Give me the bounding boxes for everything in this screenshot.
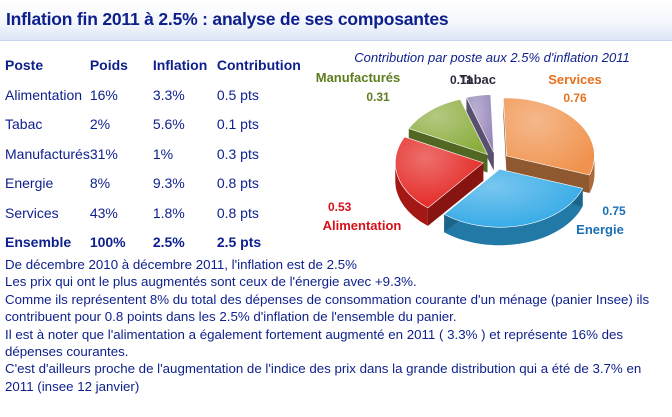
- cell-poids: 43%: [89, 204, 118, 221]
- slice-label-energie: Energie: [576, 222, 624, 237]
- commentary-line: Comme ils représentent 8% du total des d…: [5, 291, 650, 325]
- cell-contribution: 0.8 pts: [216, 175, 259, 192]
- cell-contribution: 0.3 pts: [216, 145, 259, 162]
- cell-contribution: 0.8 pts: [216, 204, 259, 221]
- contribution-pie-chart: Contribution par poste aux 2.5% d'inflat…: [316, 50, 630, 246]
- cell-poste: Services: [5, 204, 59, 221]
- cell-inflation: 3.3%: [152, 86, 185, 103]
- cell-inflation: 5.6%: [152, 116, 185, 133]
- cell-poids: 8%: [89, 175, 111, 192]
- slice-label-manufacturs: Manufacturés: [316, 70, 401, 85]
- commentary-line: Il est à noter que l'alimentation a égal…: [5, 326, 624, 360]
- pie-slice-cut: [427, 162, 484, 226]
- pie-slice-top: [443, 168, 584, 228]
- chart-title: Contribution par poste aux 2.5% d'inflat…: [354, 50, 629, 65]
- table-row: Tabac 2% 5.6% 0.1 pts: [5, 110, 307, 140]
- pie-slice-tabac: [465, 94, 495, 171]
- page-title: Inflation fin 2011 à 2.5% : analyse de s…: [6, 9, 449, 29]
- pie-slice-side: [589, 155, 595, 193]
- table-row: Alimentation 16% 3.3% 0.5 pts: [5, 80, 307, 110]
- cell-contribution: 0.1 pts: [216, 116, 259, 133]
- cell-poste: Alimentation: [5, 86, 83, 103]
- pie-slice-energie: [443, 168, 584, 246]
- cell-inflation: 1.8%: [152, 204, 185, 221]
- pie-slice-services: [503, 97, 595, 194]
- cell-contribution: 0.5 pts: [216, 86, 259, 103]
- table-row: Energie 8% 9.3% 0.8 pts: [5, 169, 307, 199]
- pie-slice-cut: [506, 155, 590, 194]
- column-header-poste: Poste: [5, 57, 44, 73]
- pie-slice-top: [503, 97, 595, 176]
- pie-slice-cut: [466, 97, 494, 171]
- column-header-contribution: Contribution: [216, 57, 301, 73]
- title-bar: Inflation fin 2011 à 2.5% : analyse de s…: [0, 0, 672, 41]
- cell-poids: 31%: [89, 145, 118, 162]
- pie-slice-top: [408, 99, 489, 156]
- slice-label-tabac: Tabac: [459, 72, 496, 87]
- column-header-poids: Poids: [89, 57, 128, 73]
- cell-poste: Ensemble: [5, 234, 72, 251]
- table-row: Services 43% 1.8% 0.8 pts: [5, 198, 307, 228]
- components-table: Poste Poids Inflation Contribution Alime…: [5, 50, 307, 257]
- cell-inflation: 9.3%: [152, 175, 185, 192]
- cell-poste: Manufacturés: [5, 145, 90, 162]
- column-header-inflation: Inflation: [152, 57, 208, 73]
- cell-poids: 100%: [89, 234, 126, 251]
- table-row: Manufacturés 31% 1% 0.3 pts: [5, 139, 307, 169]
- cell-inflation: 1%: [152, 145, 174, 162]
- commentary-line: Les prix qui ont le plus augmentés sont …: [5, 274, 417, 290]
- pie-slice-side: [444, 188, 583, 246]
- cell-contribution: 2.5 pts: [216, 234, 262, 251]
- slice-value-manufacturs: 0.31: [366, 90, 390, 104]
- slice-label-alimentation: Alimentation: [323, 218, 402, 233]
- slice-value-alimentation: 0.53: [328, 200, 352, 214]
- pie-slice-side: [395, 163, 428, 226]
- cell-poste: Energie: [5, 175, 54, 192]
- table-header-row: Poste Poids Inflation Contribution: [5, 50, 307, 80]
- slice-value-energie: 0.75: [602, 204, 626, 218]
- slice-value-tabac: 0.11: [450, 73, 473, 87]
- slice-label-services: Services: [548, 72, 602, 87]
- pie-slice-top: [395, 136, 484, 209]
- pie-slice-alimentation: [395, 136, 484, 226]
- cell-inflation: 2.5%: [152, 234, 185, 251]
- pie-slice-top: [465, 94, 495, 153]
- table-total-row: Ensemble 100% 2.5% 2.5 pts: [5, 228, 307, 258]
- commentary: De décembre 2010 à décembre 2011, l'infl…: [5, 256, 667, 395]
- cell-poste: Tabac: [5, 116, 43, 133]
- commentary-line: C'est d'ailleurs proche de l'augmentatio…: [5, 361, 642, 394]
- slice-value-services: 0.76: [563, 91, 587, 105]
- cell-poids: 2%: [89, 116, 111, 133]
- commentary-line: De décembre 2010 à décembre 2011, l'infl…: [5, 257, 357, 272]
- cell-poids: 16%: [89, 86, 118, 103]
